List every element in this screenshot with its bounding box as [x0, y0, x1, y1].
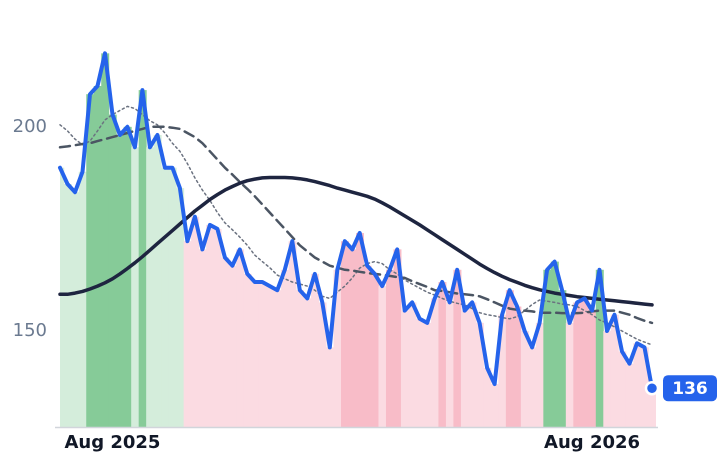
regime-bar [78, 171, 87, 427]
regime-bar [221, 257, 230, 427]
regime-bar [483, 367, 492, 427]
x-tick-label: Aug 2025 [64, 432, 160, 453]
regime-bar [131, 147, 140, 427]
regime-bar [191, 216, 200, 427]
regime-bar [520, 331, 529, 427]
last-point [644, 380, 660, 396]
regime-bar [243, 273, 252, 427]
regime-bar [228, 265, 237, 427]
regime-bar [445, 302, 454, 427]
regime-bar [633, 343, 642, 427]
series-line [58, 51, 654, 391]
regime-bar [610, 314, 619, 427]
regime-bar [550, 261, 559, 427]
bar-layer [60, 53, 656, 428]
regime-bar [176, 188, 185, 427]
regime-bar [505, 290, 514, 427]
regime-bar [580, 298, 589, 427]
regime-bar [573, 302, 582, 427]
x-tick-label: Aug 2026 [544, 432, 640, 453]
series-line [59, 105, 653, 346]
regime-bar [535, 322, 544, 427]
regime-bar [625, 363, 634, 427]
regime-bar [558, 290, 567, 427]
regime-bar [86, 94, 95, 427]
regime-bar [236, 249, 245, 427]
regime-bar [63, 184, 72, 427]
last-value-badge [663, 375, 717, 402]
regime-bar [333, 269, 342, 427]
regime-bar [206, 224, 215, 427]
regime-bar [400, 310, 409, 427]
regime-bar [161, 167, 170, 427]
regime-bar [123, 126, 132, 428]
regime-bar [266, 286, 275, 427]
regime-bar [116, 135, 125, 427]
series-line [58, 175, 654, 307]
line-layer [58, 51, 654, 391]
regime-bar [146, 147, 155, 427]
regime-bar [498, 314, 507, 427]
regime-bar [415, 318, 424, 427]
regime-bar [588, 310, 597, 427]
regime-bar [213, 228, 222, 427]
regime-bar [303, 298, 312, 427]
y-tick-label: 200 [13, 116, 47, 137]
regime-bar [71, 192, 80, 427]
regime-bar [438, 282, 447, 427]
regime-bar [363, 265, 372, 427]
regime-bar [490, 384, 499, 427]
regime-bar [460, 310, 469, 427]
regime-bar [318, 302, 327, 427]
regime-bar [648, 388, 656, 427]
regime-bar [595, 269, 604, 427]
regime-bar [475, 322, 484, 427]
regime-bar [183, 241, 192, 427]
regime-bar [393, 249, 402, 427]
regime-bar [288, 241, 297, 427]
y-tick-label: 150 [13, 320, 47, 341]
regime-bar [385, 269, 394, 427]
regime-bar [60, 167, 65, 427]
series-line [58, 125, 654, 325]
regime-bar [513, 306, 522, 427]
regime-bar [108, 114, 117, 428]
regime-bar [168, 167, 177, 427]
regime-bar [281, 269, 290, 427]
regime-bar [468, 302, 477, 427]
regime-bar [408, 302, 417, 427]
regime-bar [618, 351, 627, 427]
regime-bar [528, 347, 537, 427]
regime-bar [423, 322, 432, 427]
regime-bar [273, 290, 282, 427]
regime-bar [370, 273, 379, 427]
regime-bar [348, 249, 357, 427]
regime-bar [311, 273, 320, 427]
regime-bar [101, 53, 110, 427]
regime-bar [356, 233, 364, 427]
regime-bar [93, 86, 102, 427]
regime-bar [258, 282, 267, 427]
regime-bar [326, 347, 335, 427]
regime-bar [296, 290, 305, 427]
regime-bar [430, 298, 439, 427]
regime-bar [251, 282, 260, 427]
regime-bar [543, 269, 552, 427]
regime-bar [603, 331, 612, 427]
regime-bar [453, 269, 462, 427]
regime-bar [565, 322, 574, 427]
regime-bar [153, 135, 162, 427]
regime-bar [198, 249, 207, 427]
regime-bar [378, 286, 387, 427]
regime-bar [640, 347, 649, 427]
last-value-label: 136 [672, 379, 708, 399]
regime-bar [341, 241, 350, 427]
